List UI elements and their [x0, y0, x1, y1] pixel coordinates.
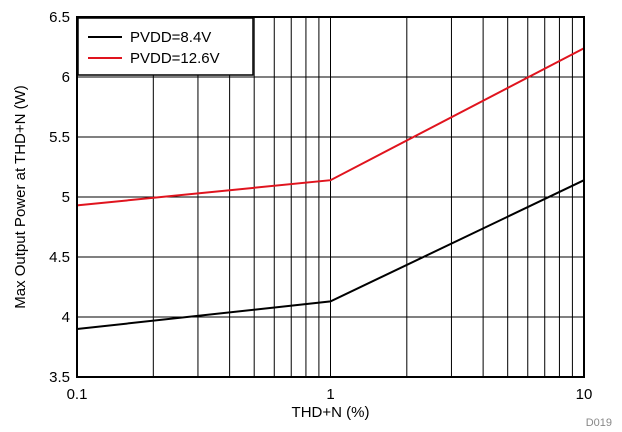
series-line-1 — [76, 179, 585, 330]
legend-label-1: PVDD=8.4V — [130, 29, 211, 46]
plot-frame — [76, 16, 585, 378]
x-tick-label: 10 — [576, 386, 593, 403]
y-tick-label: 6.5 — [49, 9, 70, 26]
legend-box — [77, 17, 254, 76]
series-layer — [76, 47, 585, 330]
y-tick-labels: 3.5 4 4.5 5 5.5 6 6.5 — [49, 9, 70, 386]
y-tick-label: 4.5 — [49, 249, 70, 266]
grid — [77, 17, 584, 377]
x-tick-label: 0.1 — [67, 386, 88, 403]
y-axis-title: Max Output Power at THD+N (W) — [12, 85, 29, 309]
y-tick-label: 5 — [62, 189, 70, 206]
x-tick-label: 1 — [326, 386, 334, 403]
series-line-2 — [76, 47, 585, 207]
legend-label-2: PVDD=12.6V — [130, 50, 220, 67]
figure-id: D019 — [586, 417, 612, 429]
y-tick-label: 5.5 — [49, 129, 70, 146]
y-tick-label: 6 — [62, 69, 70, 86]
legend: PVDD=8.4V PVDD=12.6V — [77, 17, 254, 76]
y-tick-label: 3.5 — [49, 369, 70, 386]
y-tick-label: 4 — [62, 309, 70, 326]
x-tick-labels: 0.1 1 10 — [67, 386, 593, 403]
x-axis-title: THD+N (%) — [292, 404, 370, 421]
